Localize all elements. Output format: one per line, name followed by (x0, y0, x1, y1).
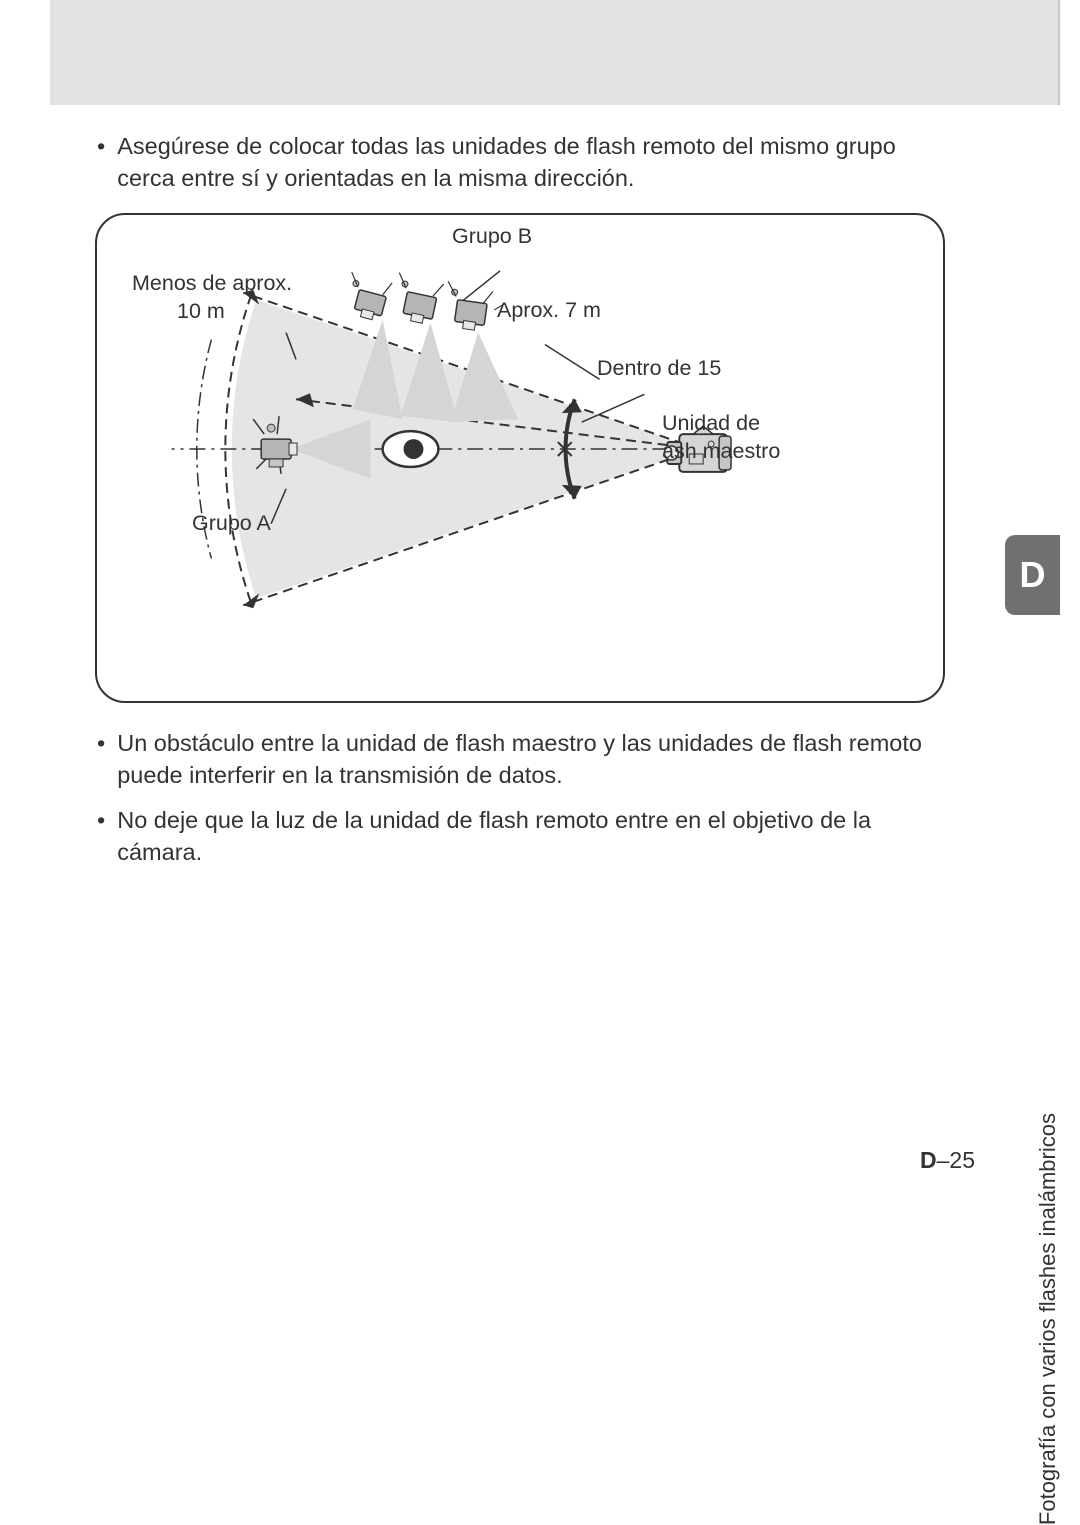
diagram: Grupo B Menos de aprox. 10 m Aprox. 7 m … (95, 213, 945, 703)
label-grupo-a: Grupo A (192, 510, 271, 538)
label-aprox-7m: Aprox. 7 m (497, 297, 601, 325)
main-content: • Asegúrese de colocar todas las unidade… (95, 130, 945, 881)
page-prefix: D (920, 1147, 937, 1173)
bullet-3: • No deje que la luz de la unidad de fla… (95, 804, 945, 869)
section-letter: D (1020, 554, 1046, 596)
page-number: D–25 (920, 1147, 975, 1174)
bullet-dot: • (97, 130, 105, 195)
bullet-2-text: Un obstáculo entre la unidad de flash ma… (117, 727, 945, 792)
label-unidad-line2: ash maestro (662, 439, 780, 463)
label-unidad-line1: Unidad de (662, 411, 760, 435)
top-gray-bar (50, 0, 1060, 105)
bullet-3-text: No deje que la luz de la unidad de flash… (117, 804, 945, 869)
label-unidad: Unidad de ash maestro (662, 410, 780, 466)
bullet-2: • Un obstáculo entre la unidad de flash … (95, 727, 945, 792)
bullet-1: • Asegúrese de colocar todas las unidade… (95, 130, 945, 195)
section-tab: D (1005, 535, 1060, 615)
label-dentro: Dentro de 15 (597, 355, 721, 383)
label-menos-line2: 10 m (177, 299, 225, 323)
bullet-dot: • (97, 727, 105, 792)
side-label: Fotografía con varios flashes inalámbric… (1035, 1113, 1061, 1525)
label-menos-line1: Menos de aprox. (132, 271, 292, 295)
label-menos-aprox: Menos de aprox. 10 m (132, 270, 292, 326)
bullet-dot: • (97, 804, 105, 869)
label-grupo-b: Grupo B (452, 223, 532, 251)
page-num: 25 (949, 1147, 975, 1173)
bullet-1-text: Asegúrese de colocar todas las unidades … (117, 130, 945, 195)
page-sep: – (937, 1147, 950, 1173)
